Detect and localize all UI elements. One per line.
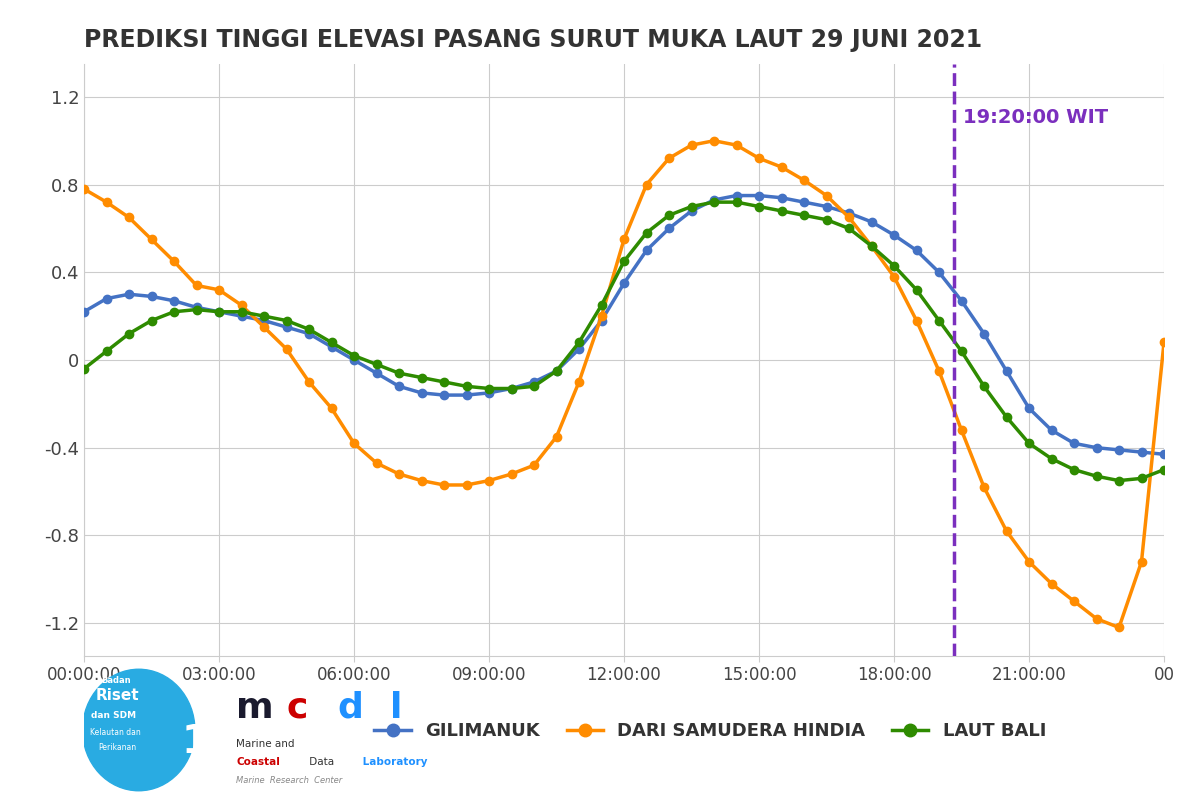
Ellipse shape	[83, 670, 194, 790]
Text: Badan: Badan	[101, 676, 131, 685]
Text: Data: Data	[306, 757, 334, 766]
Text: Marine  Research  Center: Marine Research Center	[236, 776, 343, 786]
Text: Marine and: Marine and	[236, 739, 295, 750]
Text: Perikanan: Perikanan	[98, 743, 137, 752]
Text: Laboratory: Laboratory	[359, 757, 427, 766]
Legend: GILIMANUK, DARI SAMUDERA HINDIA, LAUT BALI: GILIMANUK, DARI SAMUDERA HINDIA, LAUT BA…	[367, 715, 1054, 748]
Text: 1: 1	[182, 723, 209, 761]
Text: Riset: Riset	[96, 688, 139, 703]
Text: 19:20:00 WIT: 19:20:00 WIT	[962, 108, 1108, 127]
Text: Kelautan dan: Kelautan dan	[90, 728, 140, 737]
Text: Coastal: Coastal	[236, 757, 281, 766]
Text: l: l	[390, 690, 402, 725]
Text: PREDIKSI TINGGI ELEVASI PASANG SURUT MUKA LAUT 29 JUNI 2021: PREDIKSI TINGGI ELEVASI PASANG SURUT MUK…	[84, 28, 982, 52]
Text: m: m	[236, 690, 274, 725]
Text: c: c	[287, 690, 308, 725]
Text: d: d	[337, 690, 364, 725]
Text: dan SDM: dan SDM	[91, 710, 137, 720]
